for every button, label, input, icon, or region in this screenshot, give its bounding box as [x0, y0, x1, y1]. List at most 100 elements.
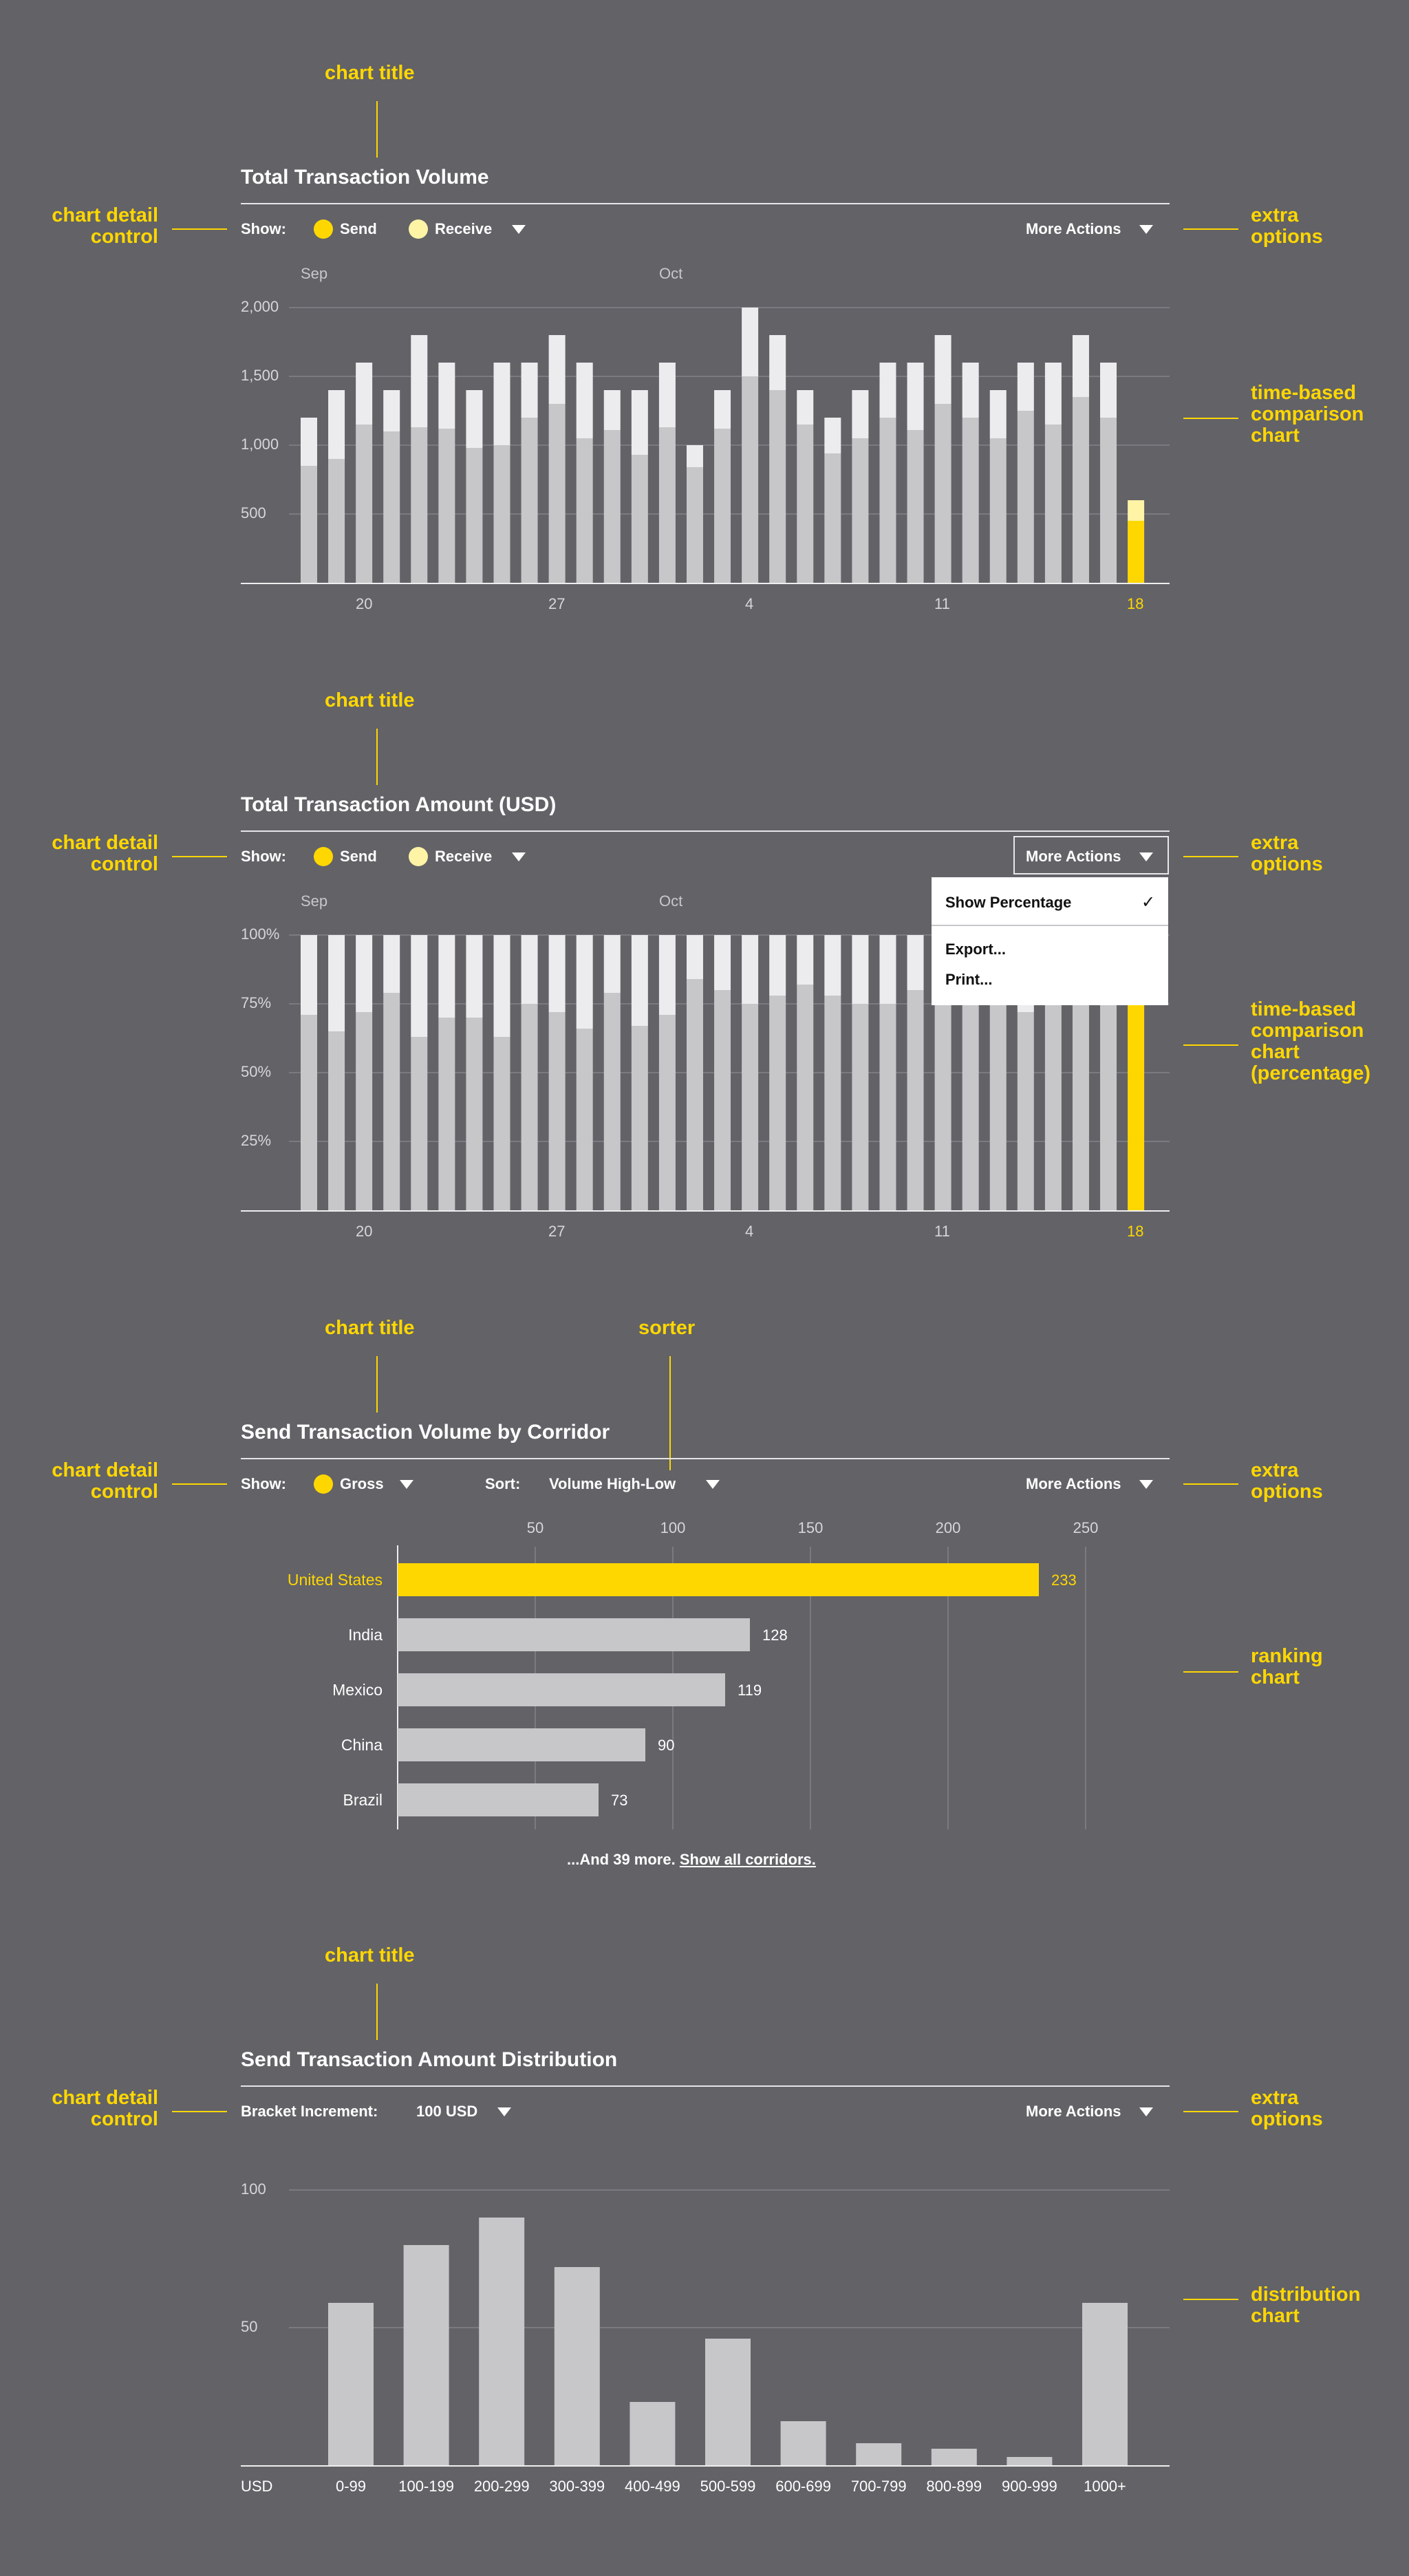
bar-receive: [934, 335, 951, 404]
receive-toggle[interactable]: Receive: [435, 220, 493, 237]
bar-send: [1100, 1004, 1117, 1210]
category-label: Mexico: [332, 1681, 383, 1699]
bar-send: [548, 1012, 566, 1210]
send-legend-dot[interactable]: [314, 219, 333, 239]
y-tick-label: 50%: [241, 1063, 272, 1080]
x-tick-label: 250: [1073, 1519, 1099, 1536]
bar-send: [493, 1037, 510, 1210]
chart-title: Total Transaction Amount (USD): [241, 793, 557, 816]
annotation-chart-title: chart title: [325, 62, 415, 84]
chevron-down-icon[interactable]: [1139, 225, 1153, 234]
bar-receive: [356, 363, 373, 425]
annotation-line: [1183, 2111, 1238, 2112]
title-rule: [241, 2085, 1170, 2087]
x-tick-label: 20: [356, 595, 373, 612]
bar-send: [934, 1004, 951, 1210]
annotation-line: [1183, 2299, 1238, 2300]
more-actions-button[interactable]: More Actions: [1026, 2103, 1121, 2120]
bar-send: [521, 1004, 538, 1210]
annotation-extra-options: extra options: [1251, 2087, 1323, 2130]
annotation-chart-detail-control: chart detail control: [52, 204, 158, 248]
chart-title: Send Transaction Volume by Corridor: [241, 1421, 610, 1443]
bar: [398, 1728, 645, 1761]
bar-receive: [383, 390, 400, 431]
menu-item-export[interactable]: Export...: [945, 941, 1007, 958]
more-actions-button[interactable]: More Actions: [1026, 220, 1121, 237]
bar-send: [603, 430, 621, 583]
send-legend-dot[interactable]: [314, 847, 333, 866]
receive-legend-dot[interactable]: [409, 219, 428, 239]
annotation-chart-detail-control: chart detail control: [52, 832, 158, 875]
sort-label: Sort:: [485, 1475, 521, 1492]
receive-legend-dot[interactable]: [409, 847, 428, 866]
bar-send: [769, 996, 786, 1210]
bar-receive: [603, 390, 621, 430]
more-actions-button[interactable]: More Actions: [1026, 1475, 1121, 1492]
chevron-down-icon[interactable]: [1139, 1480, 1153, 1489]
send-toggle[interactable]: Send: [340, 848, 377, 865]
chevron-down-icon[interactable]: [512, 225, 526, 234]
x-tick-label: 600-699: [775, 2478, 831, 2495]
bar-send: [631, 455, 648, 583]
bar-send: [714, 990, 731, 1210]
x-tick-label: 900-999: [1002, 2478, 1057, 2495]
bar-send: [301, 466, 317, 583]
bar-receive: [548, 935, 566, 1012]
chevron-down-icon[interactable]: [400, 1480, 413, 1489]
show-label: Show:: [241, 848, 286, 865]
show-all-corridors-link[interactable]: Show all corridors.: [679, 1851, 816, 1868]
bar-receive: [328, 390, 345, 459]
bar-send: [1128, 521, 1145, 583]
menu-item-show-percentage[interactable]: Show Percentage: [945, 894, 1072, 911]
bar: [328, 2303, 374, 2465]
sort-select[interactable]: Volume High-Low: [549, 1475, 676, 1492]
gross-legend-dot[interactable]: [314, 1474, 333, 1494]
bar-receive: [797, 935, 814, 985]
bar-receive: [1128, 500, 1145, 521]
x-tick-label: 150: [798, 1519, 824, 1536]
bar-send: [328, 1031, 345, 1210]
more-actions-button-open[interactable]: [1013, 836, 1169, 874]
send-toggle[interactable]: Send: [340, 220, 377, 237]
y-tick-label: 100: [241, 2180, 266, 2198]
more-actions-button[interactable]: More Actions: [1026, 848, 1121, 865]
annotation-line: [1183, 856, 1238, 857]
month-label: Sep: [301, 892, 328, 910]
bar-send: [962, 418, 979, 583]
x-tick-label: 4: [745, 1223, 754, 1240]
bracket-increment-select[interactable]: 100 USD: [416, 2103, 478, 2120]
gross-toggle[interactable]: Gross: [340, 1475, 384, 1492]
menu-item-print[interactable]: Print...: [945, 971, 993, 988]
x-tick-label: 700-799: [851, 2478, 907, 2495]
chevron-down-icon[interactable]: [1139, 2107, 1153, 2116]
x-tick-label: 50: [527, 1519, 544, 1536]
bar-receive: [742, 935, 759, 1004]
bar-receive: [411, 935, 428, 1037]
bar-send: [907, 990, 924, 1210]
bar-send: [686, 979, 703, 1210]
y-tick-label: 75%: [241, 994, 272, 1011]
chevron-down-icon[interactable]: [706, 1480, 720, 1489]
bar-receive: [1072, 335, 1089, 397]
bar-send: [1072, 397, 1089, 583]
bar: [398, 1783, 599, 1816]
x-tick-label: 800-899: [926, 2478, 982, 2495]
chevron-down-icon[interactable]: [1139, 852, 1153, 861]
bar-value-label: 128: [762, 1627, 788, 1644]
bar-send: [934, 404, 951, 583]
bar: [554, 2267, 600, 2465]
chevron-down-icon[interactable]: [497, 2107, 511, 2116]
annotation-chart-title: chart title: [325, 1317, 415, 1339]
bar-send: [383, 431, 400, 583]
annotation-line: [172, 228, 227, 230]
bar-send: [742, 376, 759, 583]
chevron-down-icon[interactable]: [512, 852, 526, 861]
bar-send: [576, 1029, 593, 1210]
bar-send: [1044, 1004, 1062, 1210]
bar-receive: [521, 363, 538, 418]
annotation-line: [172, 856, 227, 857]
bar-send: [1017, 411, 1034, 583]
bar-receive: [769, 335, 786, 390]
annotation-line: [1183, 418, 1238, 419]
receive-toggle[interactable]: Receive: [435, 848, 493, 865]
